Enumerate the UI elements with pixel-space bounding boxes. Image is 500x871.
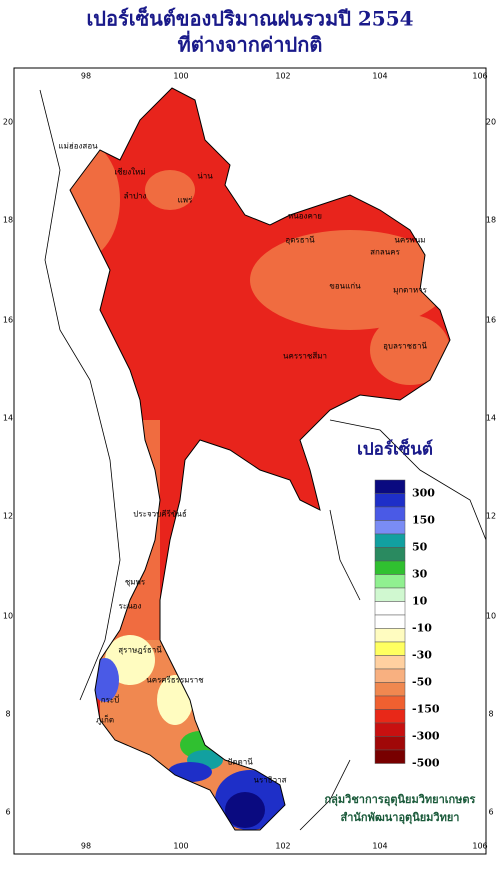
legend-swatch bbox=[374, 682, 406, 697]
legend-label: -300 bbox=[412, 730, 440, 743]
lon-tick-label: 104 bbox=[372, 842, 387, 851]
legend-swatch bbox=[374, 749, 406, 764]
lat-tick-label: 6 bbox=[5, 808, 10, 817]
lat-tick-label: 12 bbox=[3, 512, 13, 521]
legend-swatch bbox=[374, 520, 406, 535]
province-label: แพร่ bbox=[178, 196, 193, 205]
lat-tick-label: 10 bbox=[486, 612, 496, 621]
lon-tick-label: 100 bbox=[173, 72, 188, 81]
lon-tick-label: 102 bbox=[275, 72, 290, 81]
lat-tick-label: 8 bbox=[5, 710, 10, 719]
legend-swatch bbox=[374, 695, 406, 710]
lat-tick-label: 16 bbox=[3, 316, 13, 325]
province-label: นราธิวาส bbox=[253, 776, 286, 785]
lat-tick-label: 12 bbox=[486, 512, 496, 521]
lon-tick-label: 100 bbox=[173, 842, 188, 851]
province-label: นครพนม bbox=[394, 236, 425, 245]
legend-label: 150 bbox=[412, 514, 435, 527]
province-label: ลำปาง bbox=[124, 192, 147, 201]
province-label: นครราชสีมา bbox=[283, 352, 327, 361]
lat-tick-label: 18 bbox=[486, 216, 496, 225]
legend-swatch bbox=[374, 587, 406, 602]
legend-swatch bbox=[374, 574, 406, 589]
province-label: ประจวบคีรีขันธ์ bbox=[133, 509, 187, 519]
lon-tick-label: 98 bbox=[81, 72, 91, 81]
lat-tick-label: 16 bbox=[486, 316, 496, 325]
province-label: ระนอง bbox=[119, 602, 142, 611]
legend-swatch bbox=[374, 668, 406, 683]
province-label: น่าน bbox=[197, 172, 213, 181]
lat-tick-label: 18 bbox=[3, 216, 13, 225]
legend-label: -30 bbox=[412, 649, 432, 662]
lat-tick-label: 14 bbox=[3, 414, 13, 423]
legend-swatch bbox=[374, 736, 406, 751]
legend-swatch bbox=[374, 628, 406, 643]
lon-tick-label: 102 bbox=[275, 842, 290, 851]
legend-label: -150 bbox=[412, 703, 440, 716]
legend-label: -10 bbox=[412, 622, 432, 635]
lat-tick-label: 10 bbox=[3, 612, 13, 621]
province-label: สกลนคร bbox=[370, 248, 400, 257]
province-label: แม่ฮ่องสอน bbox=[58, 142, 98, 151]
lon-tick-label: 106 bbox=[472, 72, 487, 81]
province-label: ปัตตานี bbox=[227, 758, 253, 767]
legend-swatch bbox=[374, 655, 406, 670]
legend-swatch bbox=[374, 493, 406, 508]
legend-label: 300 bbox=[412, 487, 435, 500]
province-label: มุกดาหาร bbox=[393, 286, 428, 295]
legend-swatch bbox=[374, 641, 406, 656]
lat-tick-label: 6 bbox=[488, 808, 493, 817]
province-label: อุบลราชธานี bbox=[383, 342, 427, 351]
province-label: สุราษฎร์ธานี bbox=[118, 645, 162, 655]
legend-label: 50 bbox=[412, 541, 428, 554]
province-label: นครศรีธรรมราช bbox=[146, 676, 204, 685]
legend-swatch bbox=[374, 547, 406, 562]
credit: กลุ่มวิชาการอุตุนิยมวิทยาเกษตร bbox=[325, 793, 476, 807]
legend-swatch bbox=[374, 614, 406, 629]
province-label: กระบี่ bbox=[101, 694, 120, 705]
province-label: อุดรธานี bbox=[285, 236, 315, 245]
lon-tick-label: 104 bbox=[372, 72, 387, 81]
country-border bbox=[69, 87, 451, 831]
neighbor-borders bbox=[39, 89, 487, 831]
legend-label: -50 bbox=[412, 676, 432, 689]
lon-tick-label: 106 bbox=[472, 842, 487, 851]
lon-tick-label: 98 bbox=[81, 842, 91, 851]
province-label: ภูเก็ต bbox=[96, 715, 114, 726]
legend-swatch bbox=[374, 506, 406, 521]
lat-tick-label: 20 bbox=[486, 118, 496, 127]
province-label: ขอนแก่น bbox=[329, 282, 361, 291]
legend-swatch bbox=[374, 709, 406, 724]
province-label: หนองคาย bbox=[288, 212, 322, 221]
legend-swatch bbox=[374, 560, 406, 575]
legend-swatch bbox=[374, 601, 406, 616]
credit: สำนักพัฒนาอุตุนิยมวิทยา bbox=[341, 811, 460, 825]
province-label: เชียงใหม่ bbox=[114, 168, 145, 177]
legend-swatch bbox=[374, 533, 406, 548]
legend-label: 30 bbox=[412, 568, 428, 581]
title: เปอร์เซ็นต์ของปริมาณฝนรวมปี 2554 bbox=[86, 6, 413, 31]
province-label: ชุมพร bbox=[125, 578, 146, 587]
lat-tick-label: 20 bbox=[3, 118, 13, 127]
legend-label: 10 bbox=[412, 595, 428, 608]
legend-label: -500 bbox=[412, 757, 440, 770]
title: ที่ต่างจากค่าปกติ bbox=[178, 30, 323, 57]
lat-tick-label: 8 bbox=[488, 710, 493, 719]
legend-title: เปอร์เซ็นต์ bbox=[357, 437, 433, 460]
legend-swatch bbox=[374, 479, 406, 494]
legend-swatch bbox=[374, 722, 406, 737]
lat-tick-label: 14 bbox=[486, 414, 496, 423]
